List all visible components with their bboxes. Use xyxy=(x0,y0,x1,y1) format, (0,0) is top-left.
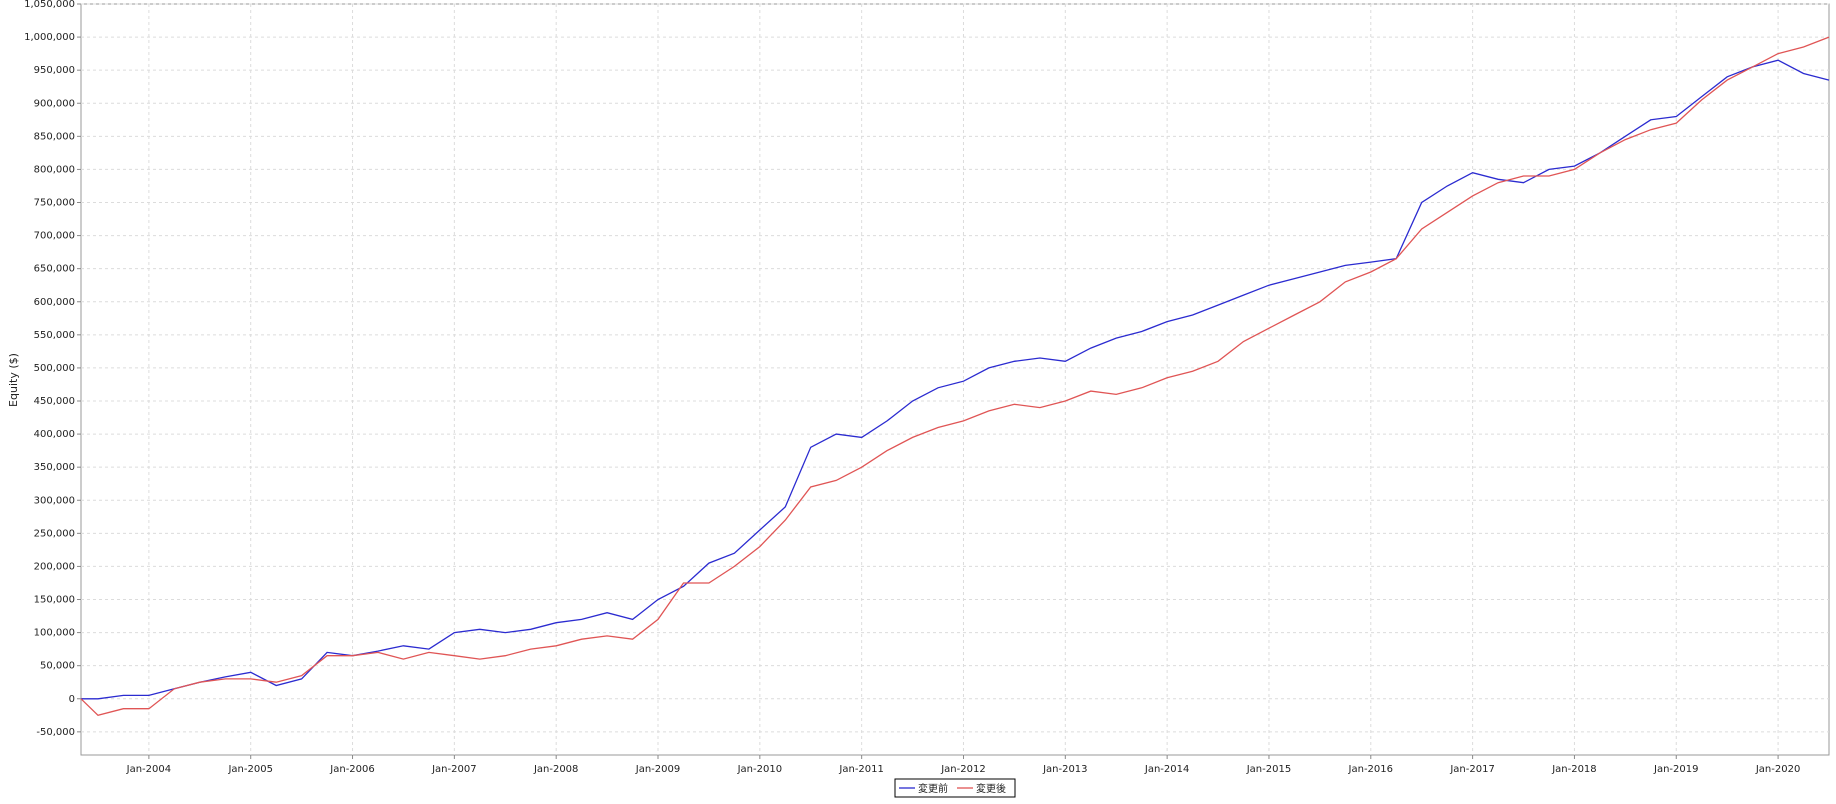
x-tick-label: Jan-2018 xyxy=(1551,764,1596,775)
plot-area xyxy=(80,3,1830,756)
y-tick-label: 100,000 xyxy=(34,628,75,639)
y-tick-label: 450,000 xyxy=(34,396,75,407)
series-line xyxy=(80,36,1830,717)
y-tick-label: -50,000 xyxy=(36,727,75,738)
y-tick-label: 850,000 xyxy=(34,131,75,142)
x-tick-label: Jan-2020 xyxy=(1755,764,1800,775)
legend-label: 変更後 xyxy=(976,782,1006,795)
y-tick-label: 900,000 xyxy=(34,98,75,109)
x-tick-label: Jan-2005 xyxy=(227,764,272,775)
legend-box xyxy=(894,778,1016,798)
x-tick-label: Jan-2011 xyxy=(838,764,883,775)
y-tick-label: 750,000 xyxy=(34,198,75,209)
x-tick-label: Jan-2016 xyxy=(1348,764,1393,775)
x-tick-label: Jan-2015 xyxy=(1246,764,1291,775)
y-tick-label: 350,000 xyxy=(34,462,75,473)
y-tick-label: 250,000 xyxy=(34,528,75,539)
y-tick-label: 400,000 xyxy=(34,429,75,440)
y-tick-label: 50,000 xyxy=(40,661,75,672)
x-tick-label: Jan-2006 xyxy=(329,764,374,775)
y-tick-label: 500,000 xyxy=(34,363,75,374)
x-tick-label: Jan-2012 xyxy=(940,764,985,775)
y-tick-label: 0 xyxy=(69,694,75,705)
x-tick-label: Jan-2008 xyxy=(533,764,578,775)
y-tick-label: 950,000 xyxy=(34,65,75,76)
legend-label: 変更前 xyxy=(918,782,948,795)
y-tick-label: 150,000 xyxy=(34,595,75,606)
y-tick-label: 1,000,000 xyxy=(24,32,75,43)
x-tick-label: Jan-2017 xyxy=(1449,764,1494,775)
x-tick-label: Jan-2007 xyxy=(431,764,476,775)
x-tick-label: Jan-2019 xyxy=(1653,764,1698,775)
x-tick-label: Jan-2014 xyxy=(1144,764,1189,775)
y-tick-label: 200,000 xyxy=(34,561,75,572)
y-tick-label: 600,000 xyxy=(34,297,75,308)
y-tick-label: 550,000 xyxy=(34,330,75,341)
x-tick-label: Jan-2010 xyxy=(737,764,782,775)
legend: 変更前 変更後 xyxy=(894,778,1016,798)
y-tick-label: 650,000 xyxy=(34,264,75,275)
y-tick-label: 1,050,000 xyxy=(24,0,75,10)
x-tick-label: Jan-2009 xyxy=(635,764,680,775)
y-axis-label: Equity ($) xyxy=(7,353,20,407)
x-tick-label: Jan-2004 xyxy=(126,764,171,775)
y-tick-label: 700,000 xyxy=(34,231,75,242)
x-tick-label: Jan-2013 xyxy=(1042,764,1087,775)
y-tick-label: 800,000 xyxy=(34,164,75,175)
y-tick-label: 300,000 xyxy=(34,495,75,506)
